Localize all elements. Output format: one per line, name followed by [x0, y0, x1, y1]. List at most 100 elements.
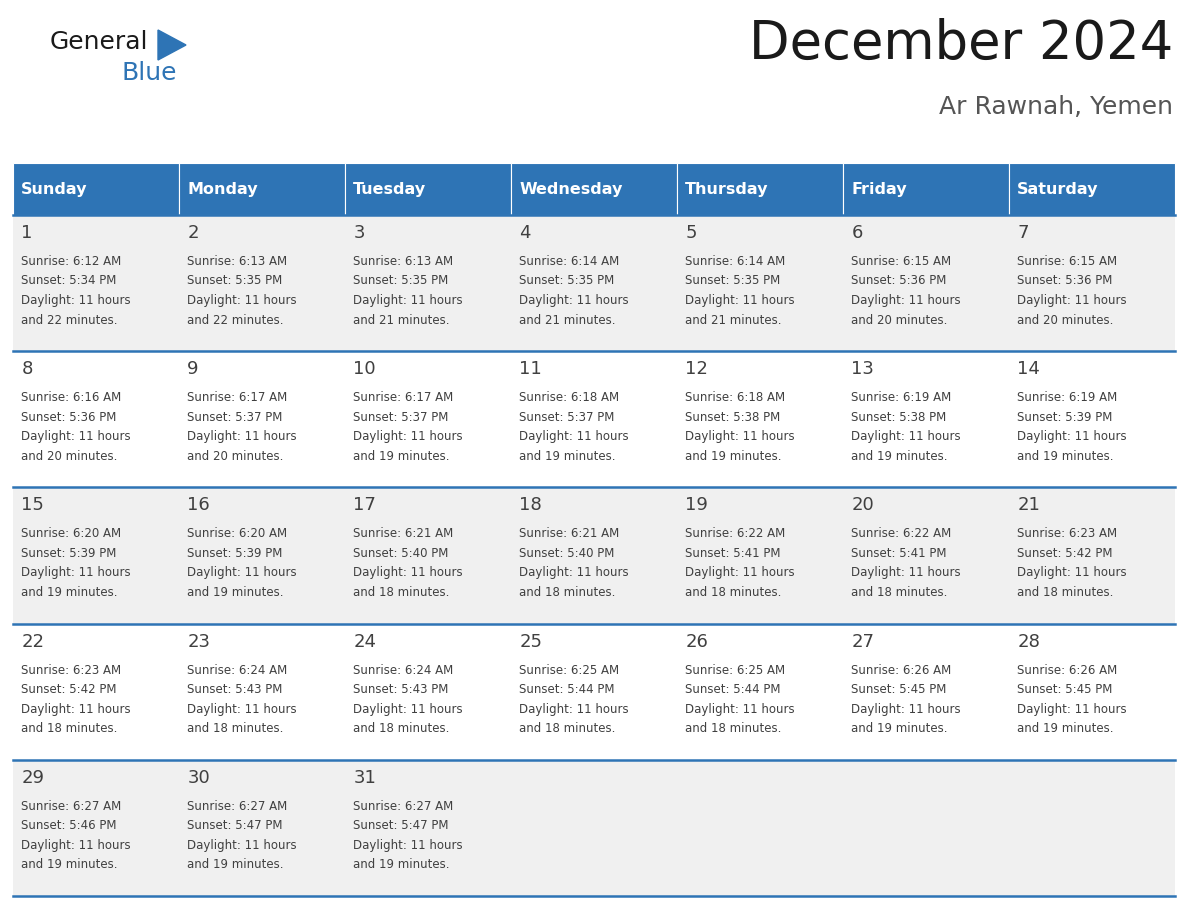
Text: 6: 6: [852, 224, 862, 242]
Text: and 20 minutes.: and 20 minutes.: [21, 450, 118, 463]
Text: Sunset: 5:42 PM: Sunset: 5:42 PM: [1017, 547, 1113, 560]
Text: Daylight: 11 hours: Daylight: 11 hours: [685, 702, 795, 716]
Text: 25: 25: [519, 633, 542, 651]
Text: Friday: Friday: [852, 182, 906, 196]
Text: Daylight: 11 hours: Daylight: 11 hours: [353, 566, 463, 579]
Text: Saturday: Saturday: [1017, 182, 1099, 196]
Text: and 20 minutes.: and 20 minutes.: [188, 450, 284, 463]
Text: 12: 12: [685, 360, 708, 378]
Text: Daylight: 11 hours: Daylight: 11 hours: [21, 702, 131, 716]
Text: and 18 minutes.: and 18 minutes.: [519, 722, 615, 735]
Text: Sunset: 5:37 PM: Sunset: 5:37 PM: [353, 410, 449, 424]
Text: 17: 17: [353, 497, 377, 514]
Text: 31: 31: [353, 768, 377, 787]
Text: Sunset: 5:46 PM: Sunset: 5:46 PM: [21, 819, 116, 833]
Text: Sunrise: 6:25 AM: Sunrise: 6:25 AM: [685, 664, 785, 677]
Text: Sunrise: 6:13 AM: Sunrise: 6:13 AM: [188, 255, 287, 268]
Text: Daylight: 11 hours: Daylight: 11 hours: [188, 702, 297, 716]
Text: Daylight: 11 hours: Daylight: 11 hours: [519, 566, 628, 579]
Text: Daylight: 11 hours: Daylight: 11 hours: [21, 294, 131, 307]
Text: Sunrise: 6:15 AM: Sunrise: 6:15 AM: [1017, 255, 1118, 268]
Text: 22: 22: [21, 633, 44, 651]
Text: Sunset: 5:37 PM: Sunset: 5:37 PM: [519, 410, 614, 424]
Text: and 18 minutes.: and 18 minutes.: [353, 722, 450, 735]
Text: Sunset: 5:34 PM: Sunset: 5:34 PM: [21, 274, 116, 287]
Text: Daylight: 11 hours: Daylight: 11 hours: [519, 702, 628, 716]
Text: and 21 minutes.: and 21 minutes.: [519, 314, 615, 327]
Text: Sunrise: 6:22 AM: Sunrise: 6:22 AM: [685, 528, 785, 541]
Text: Sunrise: 6:13 AM: Sunrise: 6:13 AM: [353, 255, 454, 268]
Text: Daylight: 11 hours: Daylight: 11 hours: [21, 431, 131, 443]
Bar: [511, 163, 677, 215]
Text: and 18 minutes.: and 18 minutes.: [21, 722, 118, 735]
Text: Sunset: 5:39 PM: Sunset: 5:39 PM: [21, 547, 116, 560]
Text: Sunset: 5:39 PM: Sunset: 5:39 PM: [1017, 410, 1113, 424]
Text: and 18 minutes.: and 18 minutes.: [353, 586, 450, 599]
Text: Sunrise: 6:19 AM: Sunrise: 6:19 AM: [1017, 391, 1118, 404]
Text: Thursday: Thursday: [685, 182, 769, 196]
Text: Sunrise: 6:23 AM: Sunrise: 6:23 AM: [1017, 528, 1118, 541]
Text: Daylight: 11 hours: Daylight: 11 hours: [519, 431, 628, 443]
Polygon shape: [158, 30, 187, 60]
Text: Sunrise: 6:27 AM: Sunrise: 6:27 AM: [353, 800, 454, 812]
Text: Sunset: 5:36 PM: Sunset: 5:36 PM: [852, 274, 947, 287]
Text: Sunset: 5:43 PM: Sunset: 5:43 PM: [188, 683, 283, 696]
Bar: [13, 352, 1175, 487]
Text: 24: 24: [353, 633, 377, 651]
Text: Sunrise: 6:24 AM: Sunrise: 6:24 AM: [188, 664, 287, 677]
Text: General: General: [50, 30, 148, 54]
Text: Sunrise: 6:18 AM: Sunrise: 6:18 AM: [519, 391, 619, 404]
Text: 3: 3: [353, 224, 365, 242]
Text: 30: 30: [188, 768, 210, 787]
Text: Daylight: 11 hours: Daylight: 11 hours: [852, 294, 961, 307]
Bar: [13, 487, 1175, 623]
Bar: [179, 163, 345, 215]
Text: and 18 minutes.: and 18 minutes.: [685, 722, 782, 735]
Text: 1: 1: [21, 224, 33, 242]
Text: Sunrise: 6:25 AM: Sunrise: 6:25 AM: [519, 664, 619, 677]
Text: Sunrise: 6:20 AM: Sunrise: 6:20 AM: [21, 528, 121, 541]
Text: and 22 minutes.: and 22 minutes.: [188, 314, 284, 327]
Text: Sunset: 5:44 PM: Sunset: 5:44 PM: [685, 683, 781, 696]
Text: Sunset: 5:47 PM: Sunset: 5:47 PM: [353, 819, 449, 833]
Text: 23: 23: [188, 633, 210, 651]
Text: Daylight: 11 hours: Daylight: 11 hours: [519, 294, 628, 307]
Bar: [843, 163, 1009, 215]
Text: Sunrise: 6:27 AM: Sunrise: 6:27 AM: [188, 800, 287, 812]
Text: Daylight: 11 hours: Daylight: 11 hours: [188, 839, 297, 852]
Text: Sunrise: 6:21 AM: Sunrise: 6:21 AM: [519, 528, 620, 541]
Text: Daylight: 11 hours: Daylight: 11 hours: [1017, 294, 1127, 307]
Bar: [345, 163, 511, 215]
Text: Sunset: 5:35 PM: Sunset: 5:35 PM: [353, 274, 449, 287]
Text: Sunset: 5:44 PM: Sunset: 5:44 PM: [519, 683, 615, 696]
Text: 18: 18: [519, 497, 542, 514]
Text: 27: 27: [852, 633, 874, 651]
Text: Sunset: 5:45 PM: Sunset: 5:45 PM: [1017, 683, 1113, 696]
Text: Daylight: 11 hours: Daylight: 11 hours: [21, 566, 131, 579]
Text: and 19 minutes.: and 19 minutes.: [685, 450, 782, 463]
Text: 10: 10: [353, 360, 375, 378]
Text: 4: 4: [519, 224, 531, 242]
Text: and 22 minutes.: and 22 minutes.: [21, 314, 118, 327]
Text: 8: 8: [21, 360, 33, 378]
Text: 26: 26: [685, 633, 708, 651]
Text: Daylight: 11 hours: Daylight: 11 hours: [353, 294, 463, 307]
Text: Daylight: 11 hours: Daylight: 11 hours: [852, 431, 961, 443]
Text: Sunset: 5:38 PM: Sunset: 5:38 PM: [852, 410, 947, 424]
Text: Sunrise: 6:18 AM: Sunrise: 6:18 AM: [685, 391, 785, 404]
Text: Sunset: 5:37 PM: Sunset: 5:37 PM: [188, 410, 283, 424]
Text: Daylight: 11 hours: Daylight: 11 hours: [685, 566, 795, 579]
Text: Sunrise: 6:17 AM: Sunrise: 6:17 AM: [188, 391, 287, 404]
Text: and 19 minutes.: and 19 minutes.: [353, 450, 450, 463]
Text: Ar Rawnah, Yemen: Ar Rawnah, Yemen: [939, 95, 1173, 119]
Text: and 19 minutes.: and 19 minutes.: [852, 722, 948, 735]
Text: Daylight: 11 hours: Daylight: 11 hours: [852, 702, 961, 716]
Text: Daylight: 11 hours: Daylight: 11 hours: [1017, 702, 1127, 716]
Text: and 19 minutes.: and 19 minutes.: [188, 586, 284, 599]
Text: and 19 minutes.: and 19 minutes.: [519, 450, 615, 463]
Bar: [13, 623, 1175, 760]
Text: and 18 minutes.: and 18 minutes.: [519, 586, 615, 599]
Text: Sunset: 5:36 PM: Sunset: 5:36 PM: [21, 410, 116, 424]
Text: 29: 29: [21, 768, 44, 787]
Text: Sunrise: 6:22 AM: Sunrise: 6:22 AM: [852, 528, 952, 541]
